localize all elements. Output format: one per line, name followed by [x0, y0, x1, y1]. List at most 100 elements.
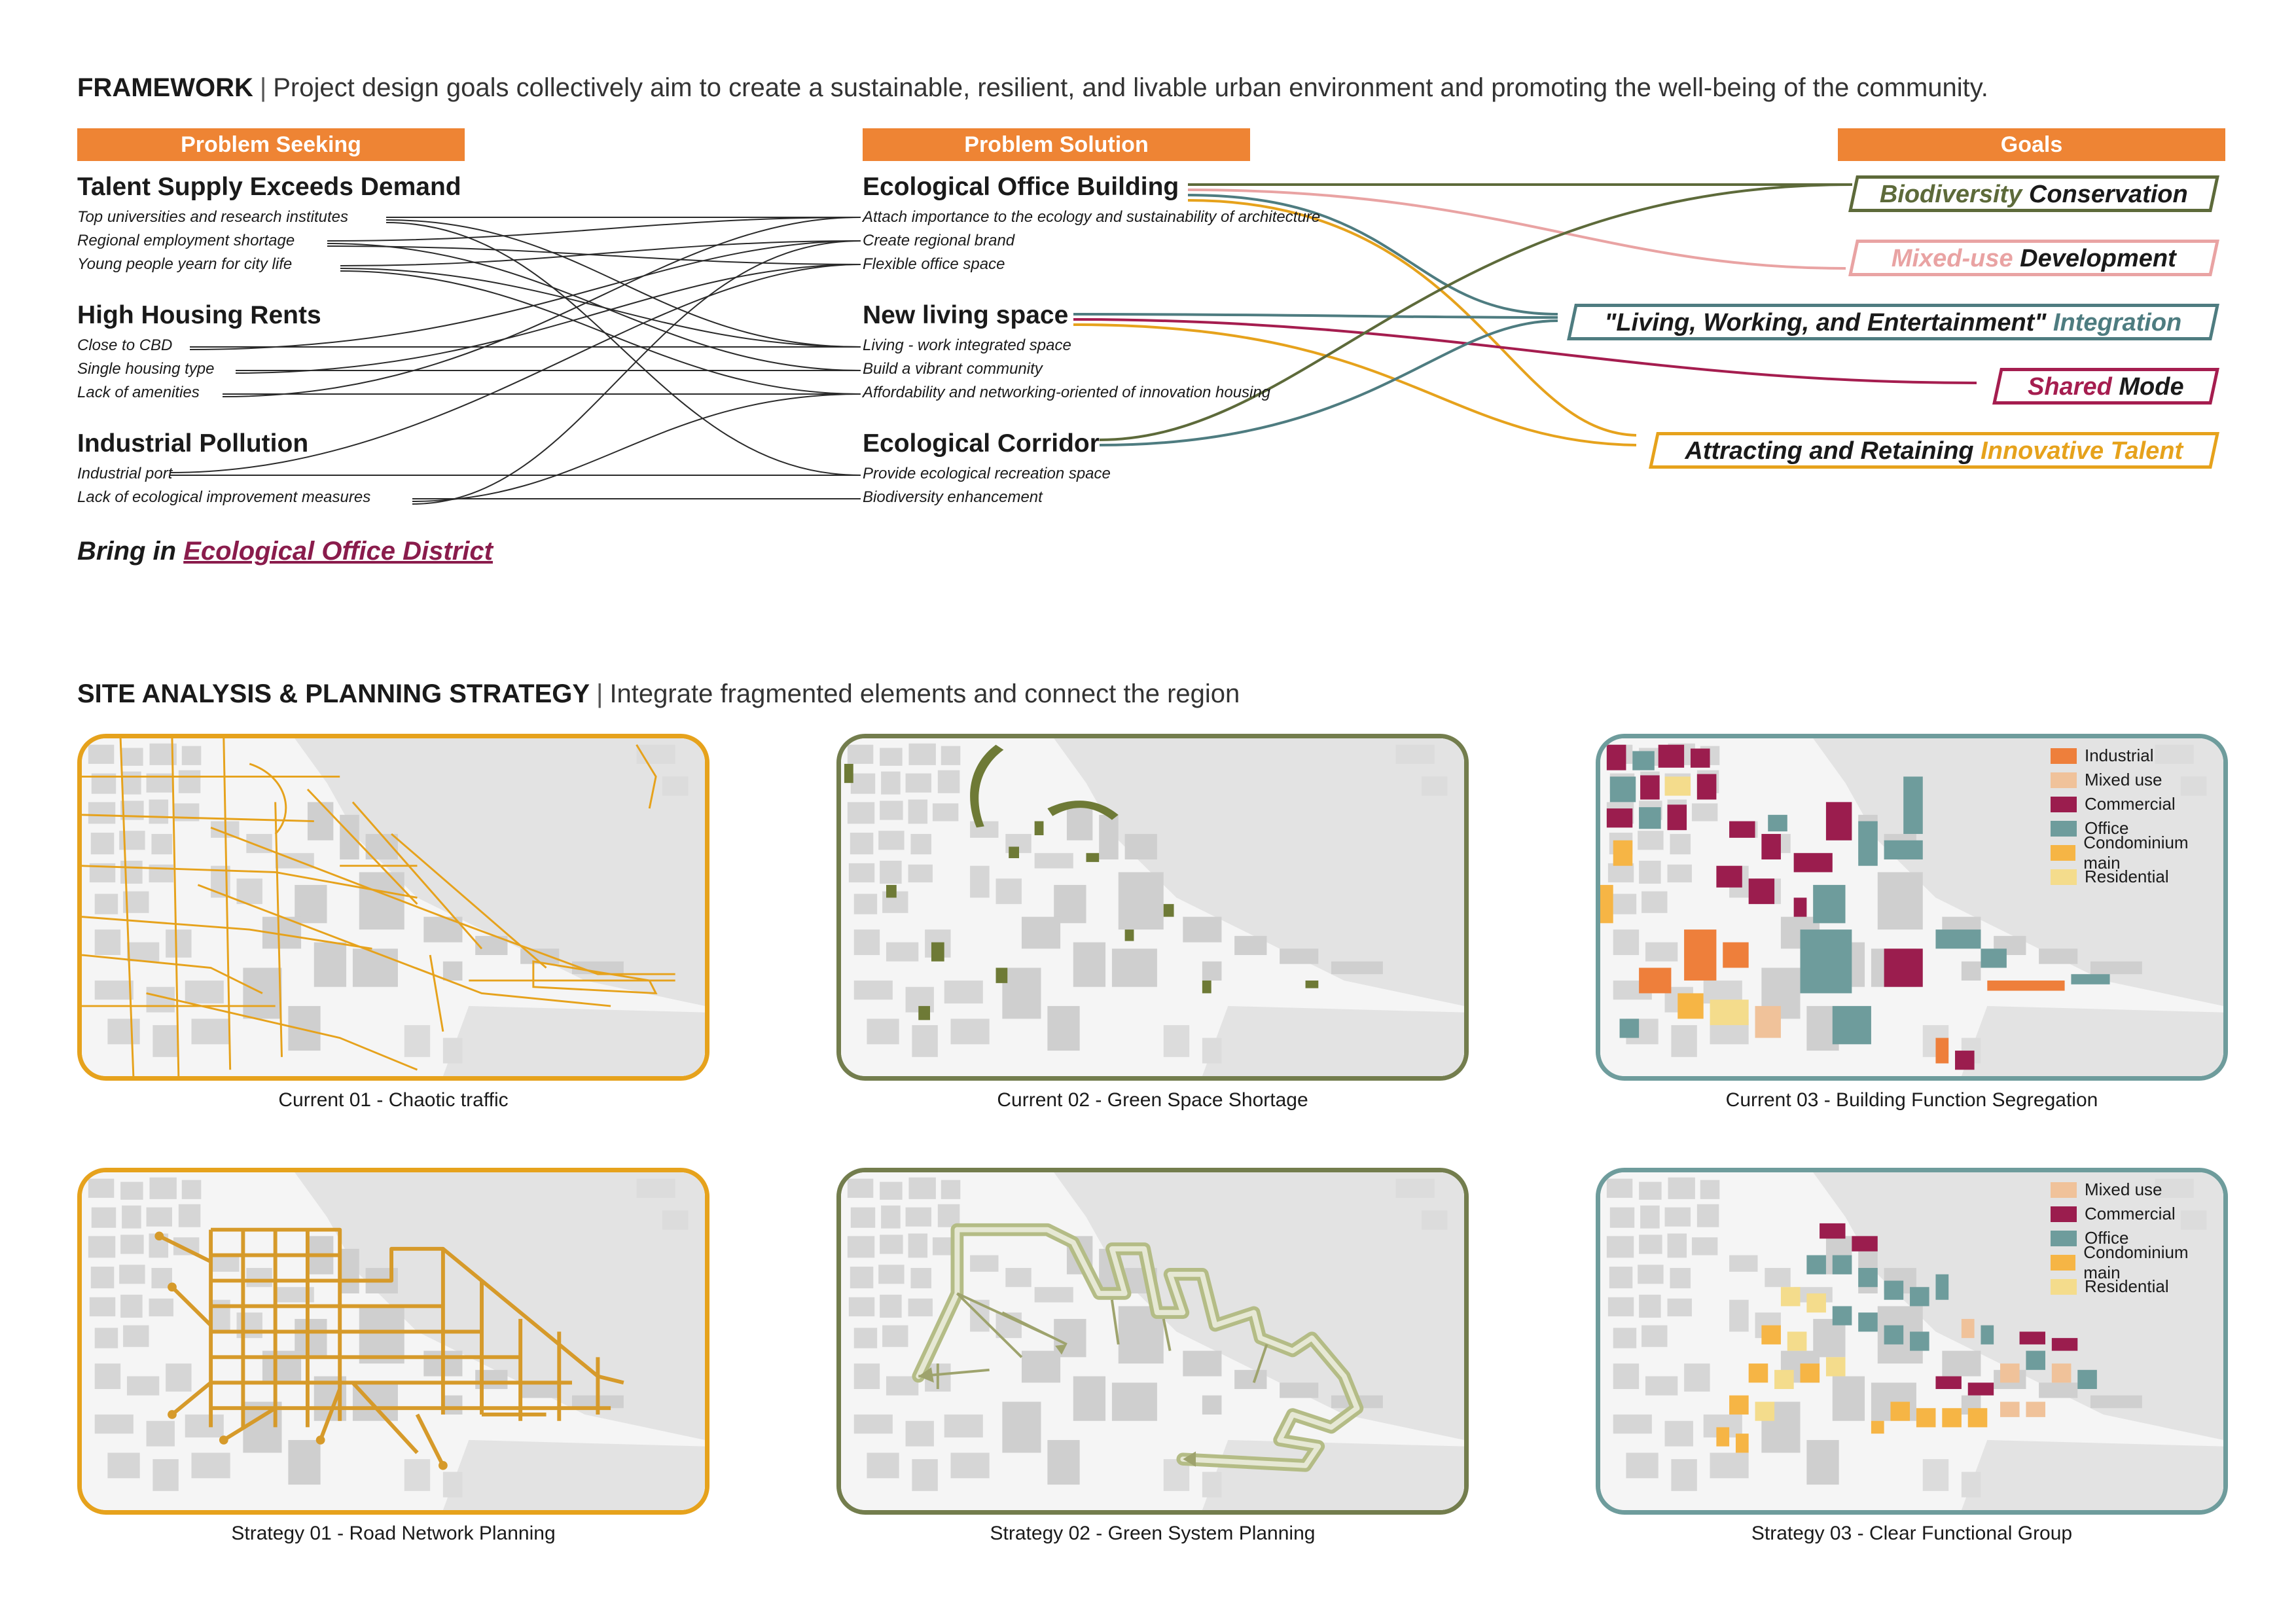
problem-solution-header: Problem Solution	[863, 128, 1250, 161]
goal-part-a: Biodiversity	[1879, 181, 2022, 208]
legend-swatch	[2051, 820, 2077, 837]
caption-strategy-03: Strategy 03 - Clear Functional Group	[1751, 1523, 2073, 1544]
legend-row: Industrial	[2051, 744, 2223, 768]
goal-biodiversity: Biodiversity Conservation	[1848, 175, 2219, 212]
map-current-traffic	[77, 734, 709, 1081]
framework-connectors	[170, 183, 1977, 505]
problem-title-housing: High Housing Rents	[77, 301, 321, 329]
caption-strategy-02: Strategy 02 - Green System Planning	[990, 1523, 1316, 1544]
solution-item: Create regional brand	[863, 232, 1015, 249]
legend-row: Condominium main	[2051, 833, 2223, 873]
problem-item: Industrial port	[77, 465, 173, 482]
legend-label: Industrial	[2085, 746, 2154, 765]
site-title: SITE ANALYSIS & PLANNING STRATEGY	[77, 679, 590, 708]
legend-swatch	[2051, 1182, 2077, 1198]
problem-item: Regional employment shortage	[77, 232, 295, 249]
problem-item: Single housing type	[77, 360, 215, 378]
legend-swatch	[2051, 1230, 2077, 1246]
map-current-green	[836, 734, 1469, 1081]
goal-part-b: Integration	[2046, 309, 2182, 336]
legend-row: Office	[2051, 816, 2223, 840]
legend-swatch	[2051, 796, 2077, 812]
road-plan-graphic	[82, 1172, 705, 1510]
framework-heading: FRAMEWORK | Project design goals collectiv…	[77, 73, 1988, 103]
legend-swatch	[2051, 869, 2077, 885]
goal-part-b: Mode	[2111, 373, 2184, 401]
caption-current-01: Current 01 - Chaotic traffic	[278, 1089, 509, 1111]
legend-label: Condominium main	[2083, 832, 2189, 873]
goal-part-b: Development	[2013, 245, 2176, 272]
legend-label: Office	[2085, 818, 2129, 838]
solution-item: Affordability and networking-oriented of…	[863, 384, 1271, 401]
legend-swatch	[2051, 844, 2076, 861]
legend-label: Condominium main	[2083, 1242, 2189, 1282]
goal-shared-mode: Shared Mode	[1992, 368, 2219, 405]
legend-row: Office	[2051, 1226, 2223, 1250]
heading-separator: |	[259, 73, 267, 102]
goal-part-a: Shared	[2027, 373, 2112, 401]
green-plan-graphic	[841, 1172, 1464, 1510]
bring-prefix: Bring in	[77, 537, 184, 566]
legend-row: Residential	[2051, 865, 2223, 889]
solution-to-goal-lines	[1073, 183, 1977, 446]
legend-label: Mixed use	[2085, 1180, 2162, 1199]
legend-swatch	[2051, 1254, 2076, 1271]
solution-title-office: Ecological Office Building	[863, 173, 1179, 201]
legend-label: Residential	[2085, 867, 2169, 886]
framework-subtitle: Project design goals collectively aim to…	[273, 73, 1988, 102]
framework-title: FRAMEWORK	[77, 73, 253, 102]
goal-integration: "Living, Working, and Entertainment" Int…	[1567, 304, 2219, 340]
legend-swatch	[2051, 1206, 2077, 1222]
legend-row: Commercial	[2051, 792, 2223, 816]
goal-mixed-use: Mixed-use Development	[1848, 240, 2219, 276]
problem-item: Close to CBD	[77, 336, 173, 354]
goals-header: Goals	[1838, 128, 2225, 161]
goal-part-b: Conservation	[2022, 181, 2188, 208]
bring-in-statement: Bring in Ecological Office District	[77, 537, 493, 566]
legend-row: Residential	[2051, 1274, 2223, 1299]
function-plan-graphic	[1600, 1172, 2223, 1510]
map-strategy-functions: Mixed use Commercial Office Condominium …	[1596, 1168, 2228, 1515]
solution-title-corridor: Ecological Corridor	[863, 429, 1100, 458]
problem-seeking-header: Problem Seeking	[77, 128, 465, 161]
goal-part-a: "Living, Working, and Entertainment"	[1604, 309, 2047, 336]
solution-item: Build a vibrant community	[863, 360, 1043, 378]
goal-talent: Attracting and Retaining Innovative Tale…	[1649, 432, 2219, 469]
caption-current-02: Current 02 - Green Space Shortage	[997, 1089, 1308, 1111]
legend-label: Office	[2085, 1228, 2129, 1248]
legend-label: Commercial	[2085, 1204, 2176, 1223]
goal-part-a: Attracting and Retaining	[1685, 437, 1974, 465]
solution-item: Flexible office space	[863, 255, 1005, 273]
traffic-map-graphic	[82, 738, 705, 1076]
problem-item: Young people yearn for city life	[77, 255, 293, 273]
legend-swatch	[2051, 1278, 2077, 1295]
legend-row: Mixed use	[2051, 1178, 2223, 1202]
caption-strategy-01: Strategy 01 - Road Network Planning	[231, 1523, 556, 1544]
solution-title-living: New living space	[863, 301, 1069, 329]
map-strategy-road	[77, 1168, 709, 1515]
legend-row: Commercial	[2051, 1202, 2223, 1226]
legend-current: Industrial Mixed use Commercial Office C…	[2051, 744, 2223, 889]
solution-item: Attach importance to the ecology and sus…	[863, 208, 1321, 226]
legend-label: Commercial	[2085, 794, 2176, 814]
legend-swatch	[2051, 772, 2077, 788]
legend-swatch	[2051, 748, 2077, 764]
bring-highlight: Ecological Office District	[183, 537, 493, 566]
solution-item: Biodiversity enhancement	[863, 488, 1043, 506]
function-map-graphic	[1600, 738, 2223, 1076]
legend-label: Residential	[2085, 1276, 2169, 1296]
problem-title-pollution: Industrial Pollution	[77, 429, 309, 458]
problem-to-solution-lines	[170, 216, 861, 505]
goal-part-b: Innovative Talent	[1973, 437, 2183, 465]
problem-item: Lack of ecological improvement measures	[77, 488, 371, 506]
map-strategy-green	[836, 1168, 1469, 1515]
solution-item: Provide ecological recreation space	[863, 465, 1111, 482]
legend-row: Condominium main	[2051, 1242, 2223, 1282]
heading-separator: |	[596, 679, 603, 708]
site-subtitle: Integrate fragmented elements and connec…	[609, 679, 1240, 708]
caption-current-03: Current 03 - Building Function Segregati…	[1725, 1089, 2098, 1111]
map-current-functions: Industrial Mixed use Commercial Office C…	[1596, 734, 2228, 1081]
legend-row: Mixed use	[2051, 768, 2223, 792]
problem-item: Top universities and research institutes	[77, 208, 348, 226]
legend-label: Mixed use	[2085, 770, 2162, 789]
